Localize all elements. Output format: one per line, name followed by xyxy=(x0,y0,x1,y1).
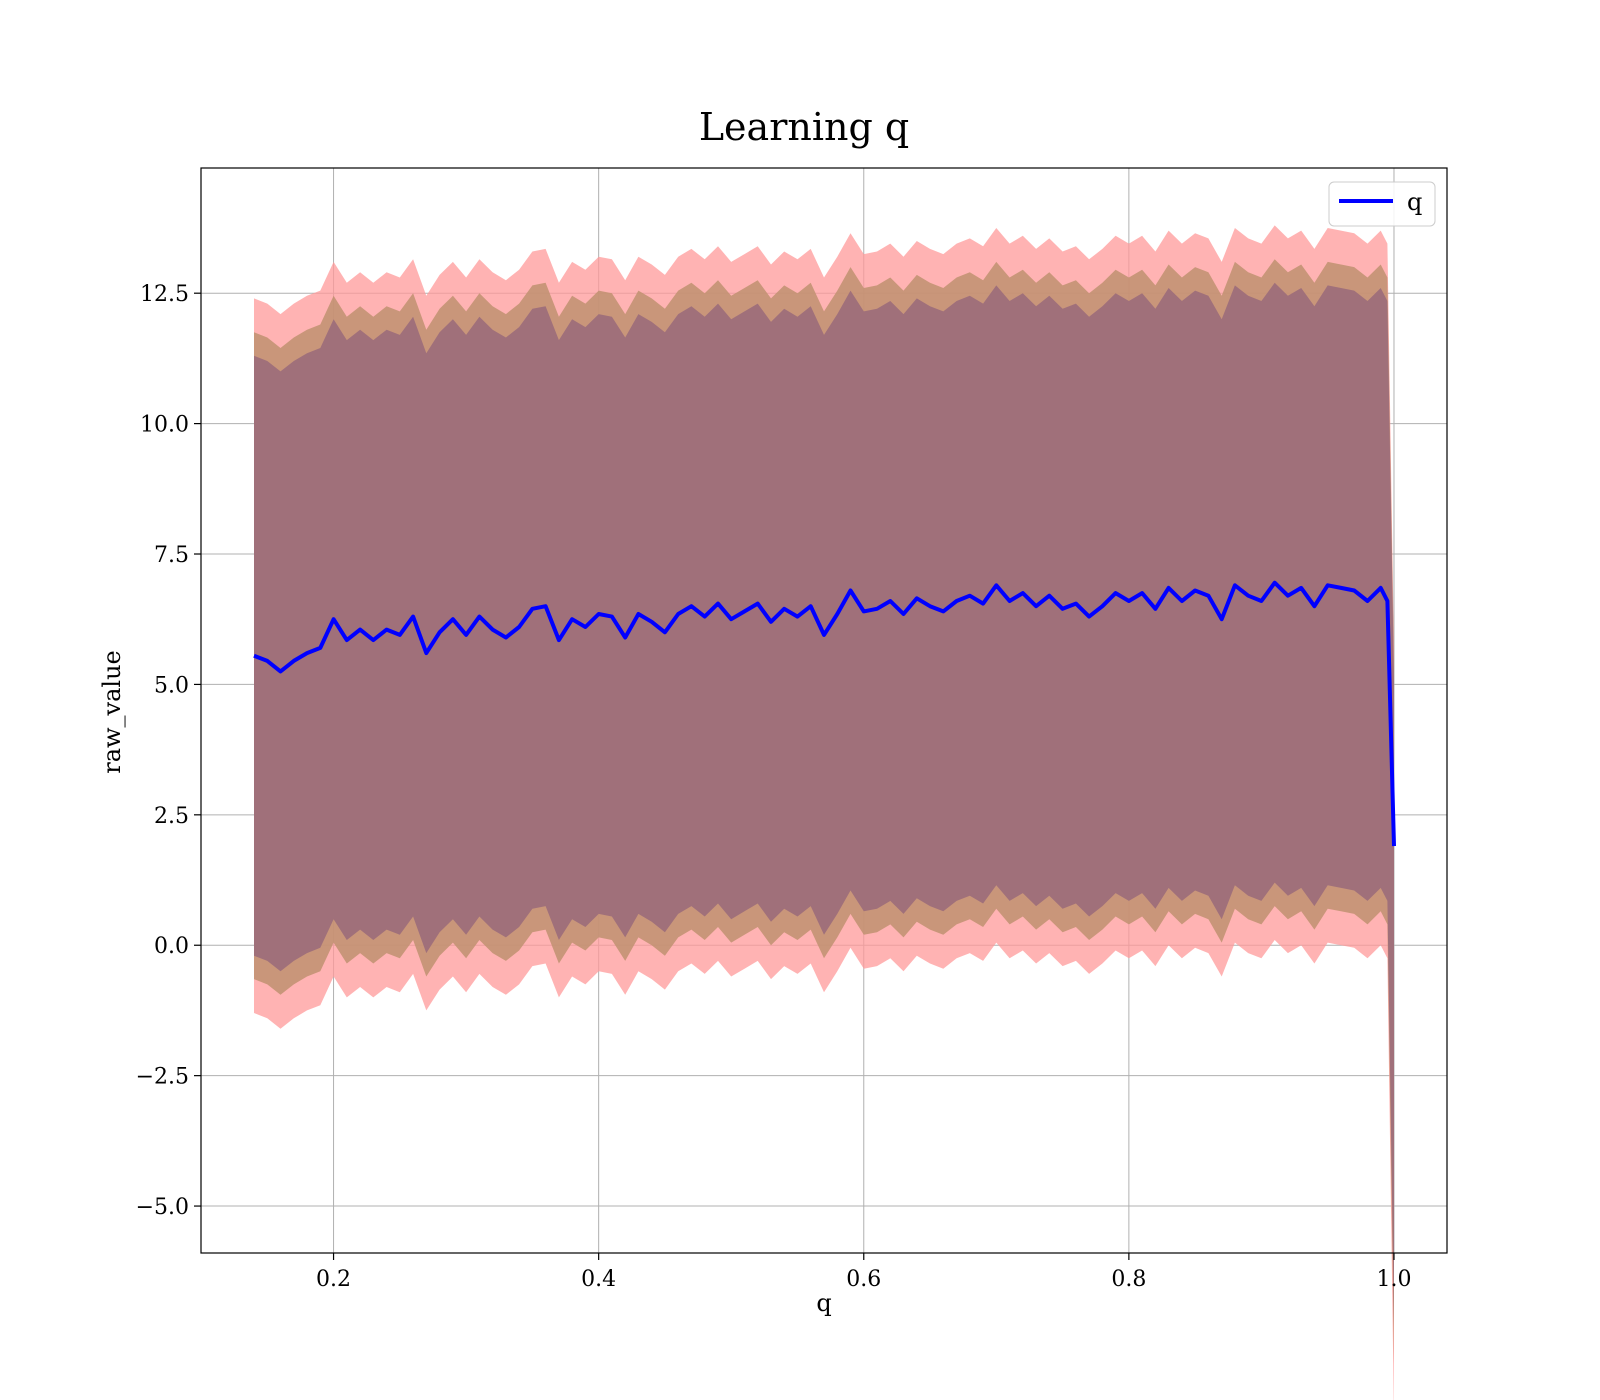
legend: q xyxy=(1328,181,1436,227)
y-tick-label-5: 7.5 xyxy=(154,543,189,568)
x-tick-label-2: 0.6 xyxy=(846,1267,881,1292)
x-tick-label-1: 0.4 xyxy=(581,1267,616,1292)
x-axis-label: q xyxy=(816,1289,831,1317)
legend-box xyxy=(1328,181,1436,227)
x-tick-label-4: 1.0 xyxy=(1376,1267,1411,1292)
series-line-q xyxy=(253,580,1396,847)
y-tick-label-4: 5.0 xyxy=(154,673,189,698)
band-inner xyxy=(254,282,1394,1326)
y-tick-label-2: 0.0 xyxy=(154,934,189,959)
x-tick-label-3: 0.8 xyxy=(1111,1267,1146,1292)
legend-label-q: q xyxy=(1407,188,1422,216)
y-tick-label-7: 12.5 xyxy=(140,282,189,307)
spread-bands xyxy=(254,225,1394,1400)
plot-frame xyxy=(200,167,1448,1254)
chart-title: Learning q xyxy=(699,105,909,149)
y-tick-label-6: 10.0 xyxy=(140,413,189,438)
y-tick-label-1: −2.5 xyxy=(136,1065,189,1090)
x-axis-ticks: 0.2 0.4 0.6 0.8 1.0 xyxy=(316,1253,1411,1292)
x-tick-label-0: 0.2 xyxy=(316,1267,351,1292)
y-axis-ticks: −5.0 −2.5 0.0 2.5 5.0 7.5 10.0 12.5 xyxy=(136,282,201,1220)
y-tick-label-3: 2.5 xyxy=(154,804,189,829)
y-tick-label-0: −5.0 xyxy=(136,1195,189,1220)
y-axis-label: raw_value xyxy=(98,650,126,774)
series-lines xyxy=(253,580,1396,847)
